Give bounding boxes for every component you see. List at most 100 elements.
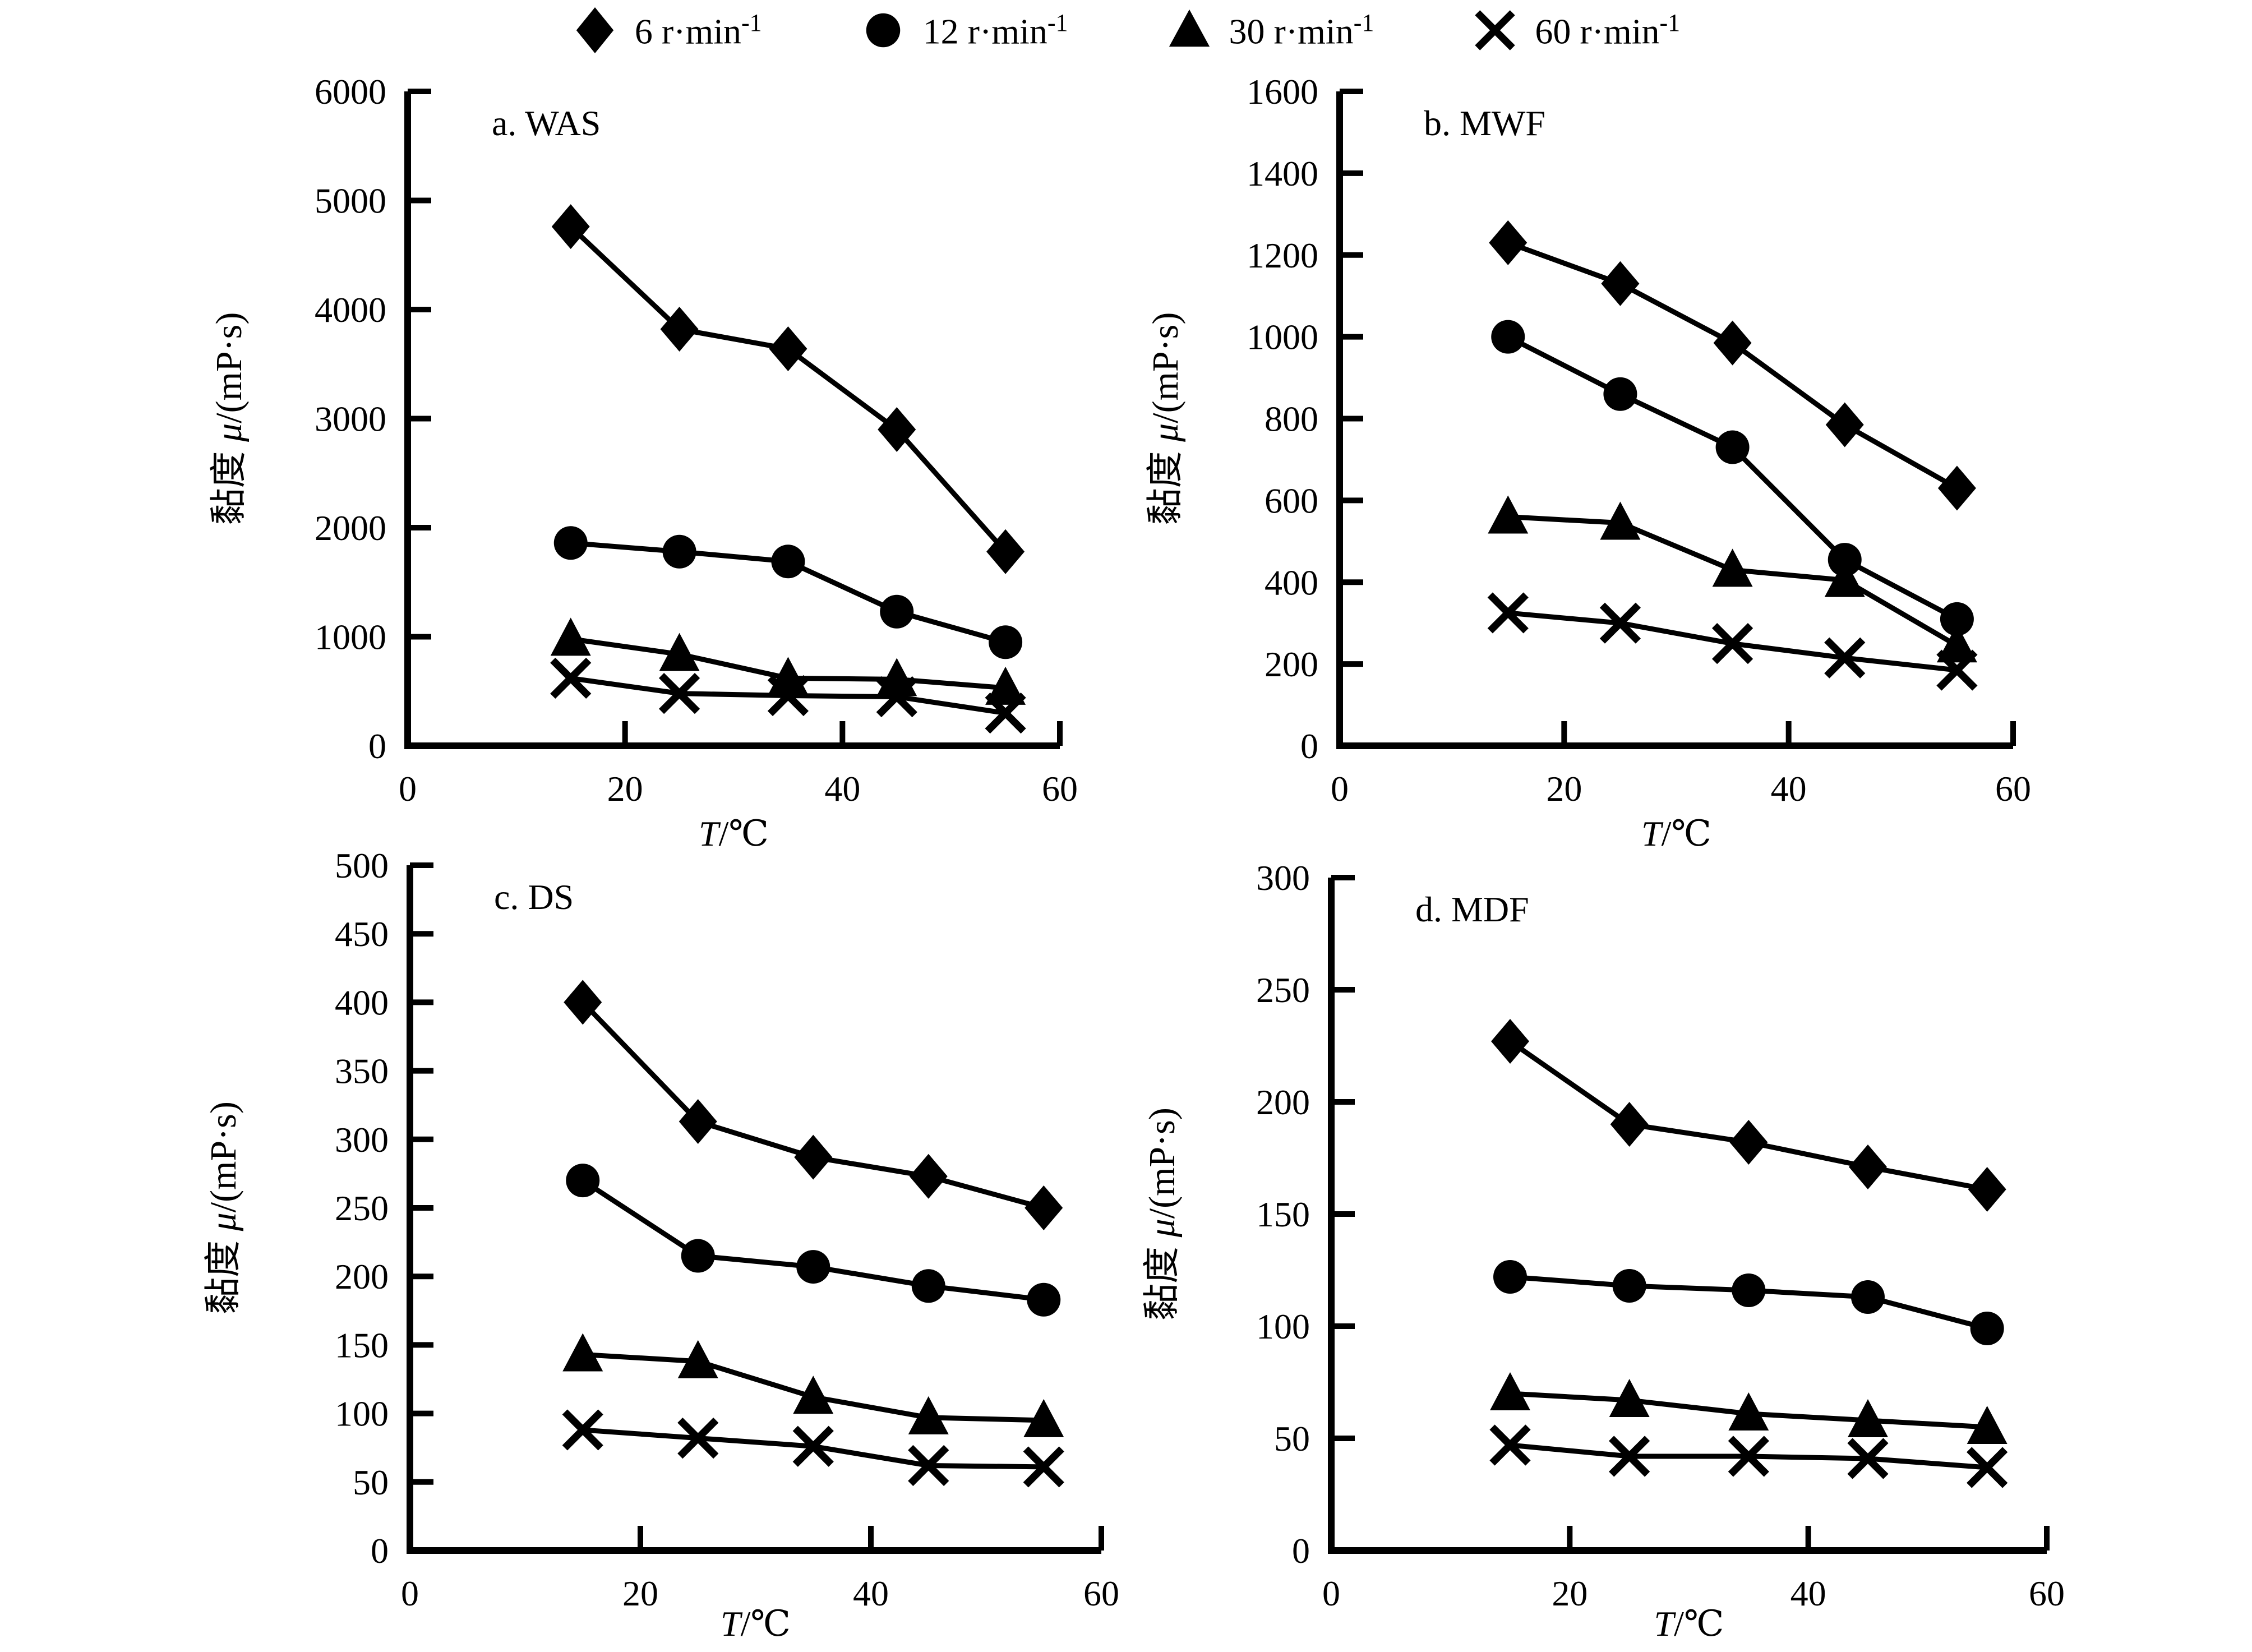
circle-marker-icon <box>681 1239 715 1273</box>
diamond-marker-icon <box>794 1134 833 1180</box>
x-tick-label: 40 <box>824 769 860 809</box>
diamond-marker-icon <box>878 407 916 452</box>
y-axis-title: 黏度 μ/(mP·s) <box>209 312 250 525</box>
x-tick-label: 0 <box>1331 769 1349 809</box>
x-tick-label: 20 <box>1552 1573 1588 1613</box>
x-axis-title: T/℃ <box>721 1604 791 1644</box>
x-axis-title: T/℃ <box>699 814 769 853</box>
circle-marker-icon <box>1970 1312 2004 1345</box>
x-marker-icon <box>767 675 809 717</box>
diamond-marker-icon <box>986 529 1025 574</box>
triangle-marker-icon <box>1023 1399 1064 1437</box>
x-tick-label: 0 <box>401 1573 419 1613</box>
x-tick-label: 0 <box>1322 1573 1340 1613</box>
x-tick-label: 40 <box>853 1573 889 1613</box>
y-tick-label: 400 <box>1265 562 1318 602</box>
x-tick-label: 0 <box>399 769 417 809</box>
series-markers-diamond <box>564 980 1063 1230</box>
panel-label: c. DS <box>494 877 574 917</box>
legend-label-6rmin: 6 r·min-1 <box>634 9 762 52</box>
diamond-marker-icon <box>1025 1185 1063 1230</box>
diamond-marker-icon <box>1729 1120 1768 1165</box>
triangle-marker-icon <box>1712 548 1753 587</box>
circle-marker-icon <box>1603 377 1637 411</box>
diamond-marker-icon <box>1713 320 1752 366</box>
series-markers-x <box>1487 592 1978 691</box>
x-marker-icon <box>985 693 1026 734</box>
series-markers-x <box>550 657 1026 734</box>
series-markers-circle <box>553 526 1023 659</box>
y-axis-title: 黏度 μ/(mP·s) <box>203 1101 244 1314</box>
x-marker-icon <box>876 676 917 718</box>
circle-marker-icon <box>1851 1280 1885 1314</box>
x-marker-icon <box>1824 637 1866 679</box>
circle-marker-icon <box>911 1269 945 1303</box>
y-tick-label: 0 <box>368 726 386 766</box>
legend-item-30rmin: 30 r·min-1 <box>1166 6 1374 55</box>
chart-panel-ds: 0 50 100 150 200 250 300 350 400 450 500 0 20 40 60 c. … <box>203 846 1119 1644</box>
diamond-marker-icon <box>769 326 807 372</box>
x-marker-icon <box>658 673 700 714</box>
circle-marker-icon <box>880 594 914 629</box>
y-tick-label: 150 <box>335 1325 389 1365</box>
triangle-marker-icon <box>659 633 700 671</box>
x-tick-label: 40 <box>1771 769 1807 809</box>
x-marker-icon <box>1475 10 1516 50</box>
panel-label: a. WAS <box>492 103 601 143</box>
x-marker-icon <box>1489 1424 1531 1466</box>
triangle-marker-icon <box>1936 624 1977 663</box>
diamond-marker-icon <box>564 980 602 1025</box>
circle-marker-icon <box>1027 1282 1061 1317</box>
series-markers-circle <box>1493 1260 2004 1345</box>
diamond-marker-icon <box>1937 465 1976 511</box>
y-tick-label: 200 <box>335 1257 389 1296</box>
x-marker-icon <box>1599 602 1641 644</box>
diamond-marker-icon <box>1601 261 1640 306</box>
x-tick-label: 60 <box>1083 1573 1119 1613</box>
triangle-marker-icon <box>1728 1392 1769 1430</box>
y-tick-label: 500 <box>335 846 389 885</box>
diamond-marker-icon <box>909 1153 948 1199</box>
y-tick-label: 1200 <box>1247 236 1318 275</box>
y-axis-title: 黏度 μ/(mP·s) <box>1145 312 1186 525</box>
x-marker-icon <box>908 1445 949 1487</box>
series-markers-triangle <box>1488 495 1977 663</box>
triangle-marker-icon <box>1609 1379 1650 1417</box>
x-marker-icon <box>550 657 592 699</box>
x-marker-icon <box>1609 1436 1650 1477</box>
x-tick-label: 60 <box>1995 769 2031 809</box>
circle-marker-icon <box>796 1250 830 1284</box>
circle-marker-icon <box>662 534 696 569</box>
circle-marker-icon <box>553 526 588 560</box>
diamond-marker-icon <box>551 204 590 250</box>
y-tick-label: 50 <box>353 1462 389 1502</box>
y-tick-label: 100 <box>1256 1307 1310 1346</box>
y-tick-label: 200 <box>1256 1082 1310 1122</box>
triangle-marker-icon <box>1600 501 1641 540</box>
y-tick-label: 250 <box>1256 970 1310 1010</box>
y-tick-label: 100 <box>335 1394 389 1434</box>
y-tick-label: 1400 <box>1247 154 1318 193</box>
y-tick-label: 400 <box>335 982 389 1022</box>
circle-marker-icon <box>771 544 805 579</box>
x-marker-icon <box>1023 1446 1064 1488</box>
panel-label: d. MDF <box>1415 889 1529 929</box>
y-tick-label: 800 <box>1265 399 1318 439</box>
y-tick-label: 300 <box>335 1120 389 1160</box>
x-tick-label: 60 <box>2029 1573 2065 1613</box>
y-tick-label: 350 <box>335 1051 389 1091</box>
legend-item-12rmin: 12 r·min-1 <box>860 6 1068 55</box>
circle-marker-icon <box>866 13 900 48</box>
x-marker-icon <box>1487 592 1529 634</box>
x-tick-label: 20 <box>607 769 643 809</box>
diamond-marker-icon <box>660 307 699 352</box>
legend-label-60rmin: 60 r·min-1 <box>1535 9 1681 52</box>
triangle-marker-icon <box>1848 1399 1888 1437</box>
circle-marker-icon <box>1715 430 1750 464</box>
x-tick-label: 20 <box>1546 769 1582 809</box>
circle-marker-icon <box>1493 1260 1527 1294</box>
series-markers-diamond <box>1491 1019 2006 1212</box>
diamond-marker-icon <box>1849 1145 1887 1189</box>
y-tick-label: 1000 <box>1247 317 1318 357</box>
